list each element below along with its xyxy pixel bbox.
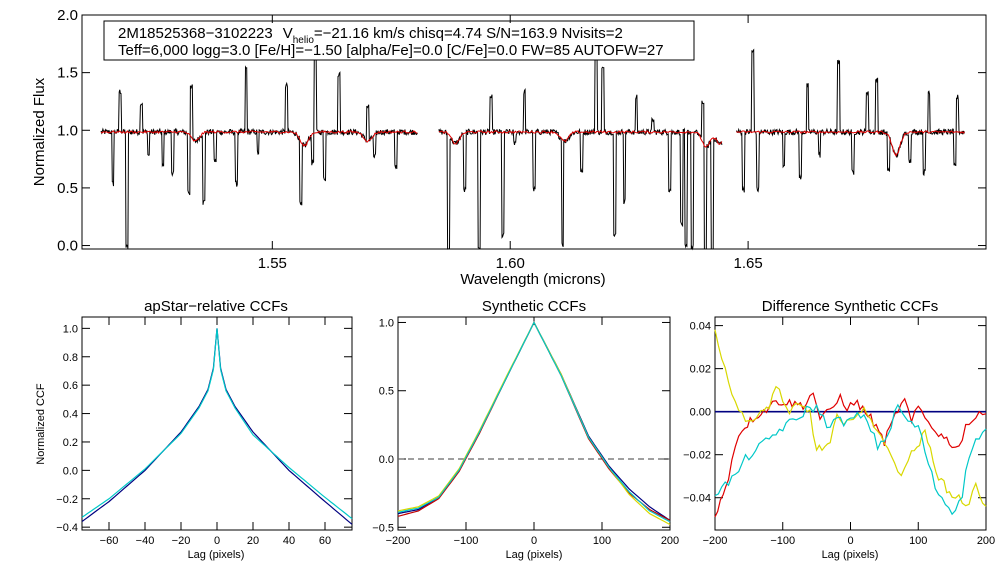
spectrum-annotation-box: 2M18525368−3102223 Vhelio=−21.16 km/s chi… (103, 20, 695, 61)
difference-ccf-ytick-label: 0.02 (690, 364, 711, 376)
annotation-velocity-subscript: helio (293, 35, 315, 46)
spectrum-ytick-label: 1.0 (57, 122, 78, 139)
difference-ccf-ytick-label: −0.04 (683, 493, 711, 505)
synthetic-ccf-series-visit-3 (397, 321, 671, 523)
difference-ccf-xtick-label: 100 (909, 535, 927, 547)
apstar-ccf-xtick-label: −40 (136, 535, 155, 547)
difference-ccf-xtick-label: −200 (703, 535, 728, 547)
difference-ccf-panel: Difference Synthetic CCFs Lag (pixels) −… (683, 298, 995, 561)
synthetic-ccf-ytick-label: 1.0 (379, 317, 394, 329)
spectrum-xlabel: Wavelength (microns) (460, 271, 605, 288)
annotation-line-1: 2M18525368−3102223 Vhelio=−21.16 km/s chi… (118, 25, 623, 46)
difference-ccf-ytick-label: 0.04 (690, 321, 711, 333)
difference-ccf-series-visit-3 (714, 403, 987, 516)
synthetic-ccf-xlabel: Lag (pixels) (506, 549, 563, 561)
spectrum-model-line (736, 130, 965, 157)
spectrum-xtick-label: 1.65 (734, 255, 763, 272)
difference-ccf-ytick-label: 0.00 (690, 407, 711, 419)
synthetic-ccf-xtick-label: 200 (661, 535, 679, 547)
apstar-ccf-ytick-label: −0.4 (56, 522, 78, 534)
apstar-ccf-ytick-label: −0.2 (56, 494, 78, 506)
apstar-ccf-xtick-label: 0 (214, 535, 220, 547)
difference-ccf-xlabel: Lag (pixels) (822, 549, 879, 561)
apstar-ccf-ytick-label: 0.0 (63, 465, 78, 477)
apstar-ccf-ylabel: Normalized CCF (35, 383, 47, 465)
spectrum-panel: Normalized Flux Wavelength (microns) 2M1… (31, 7, 987, 288)
synthetic-ccf-xtick-label: −100 (454, 535, 479, 547)
apstar-ccf-panel: apStar−relative CCFs Normalized CCF Lag … (35, 298, 353, 561)
spectrum-observed-line (736, 48, 966, 193)
difference-ccf-series-visit-2 (714, 329, 987, 507)
spectrum-ytick-label: 0.5 (57, 180, 78, 197)
synthetic-ccf-title: Synthetic CCFs (482, 298, 586, 315)
spectrum-ytick-label: 0.0 (57, 238, 78, 255)
apstar-ccf-xlabel: Lag (pixels) (188, 549, 245, 561)
spectrum-observed-line (438, 49, 723, 251)
spectrum-xtick-label: 1.55 (258, 255, 287, 272)
synthetic-ccf-xtick-label: 0 (531, 535, 537, 547)
apstar-ccf-ytick-label: 0.8 (63, 352, 78, 364)
annotation-box-frame (103, 20, 695, 61)
spectrum-ytick-label: 2.0 (57, 7, 78, 24)
synthetic-ccf-xtick-label: 100 (593, 535, 611, 547)
apstar-ccf-ytick-label: 1.0 (63, 323, 78, 335)
apstar-ccf-xtick-label: 40 (283, 535, 295, 547)
difference-ccf-ytick-label: −0.02 (683, 450, 711, 462)
synthetic-ccf-panel: Synthetic CCFs Lag (pixels) −200 −100 0 100… (372, 298, 679, 561)
synthetic-ccf-ytick-label: 0.0 (379, 454, 394, 466)
apstar-ccf-series-visit-1 (81, 328, 353, 525)
apstar-ccf-ytick-label: 0.6 (63, 380, 78, 392)
spectrum-ylabel: Normalized Flux (31, 77, 48, 186)
apstar-ccf-xtick-label: 20 (247, 535, 259, 547)
difference-ccf-xtick-label: −100 (770, 535, 795, 547)
annotation-velocity-rest: =−21.16 km/s chisq=4.74 S/N=163.9 Nvisit… (314, 25, 623, 42)
synthetic-ccf-xtick-label: −200 (386, 535, 411, 547)
spectrum-model-line (438, 130, 723, 148)
apstar-ccf-title: apStar−relative CCFs (144, 298, 288, 315)
apstar-ccf-ytick-label: 0.4 (63, 409, 78, 421)
apstar-ccf-frame (81, 316, 353, 531)
apstar-ccf-ytick-label: 0.2 (63, 437, 78, 449)
spectrum-observed-line (100, 49, 418, 249)
annotation-line-2: Teff=6,000 logg=3.0 [Fe/H]=−1.50 [alpha/… (118, 42, 664, 59)
synthetic-ccf-series-combined (397, 321, 671, 521)
difference-ccf-series-visit-1 (714, 392, 987, 518)
difference-ccf-xtick-label: 0 (847, 535, 853, 547)
spectrum-ytick-label: 1.5 (57, 65, 78, 82)
spectrum-model-line (100, 129, 418, 147)
annotation-velocity-symbol: V (283, 25, 293, 42)
apstar-ccf-xtick-label: −60 (100, 535, 119, 547)
difference-ccf-xtick-label: 200 (977, 535, 995, 547)
difference-ccf-frame (714, 316, 987, 531)
difference-ccf-title: Difference Synthetic CCFs (762, 298, 938, 315)
apstar-ccf-series-visit-2 (81, 328, 353, 520)
apstar-ccf-xtick-label: −20 (172, 535, 191, 547)
synthetic-ccf-ytick-label: −0.5 (372, 522, 394, 534)
apstar-ccf-xtick-label: 60 (319, 535, 331, 547)
annotation-star-id: 2M18525368−3102223 (118, 25, 273, 42)
synthetic-ccf-series-visit-2 (397, 321, 671, 526)
synthetic-ccf-series-visit-1 (397, 321, 671, 521)
synthetic-ccf-ytick-label: 0.5 (379, 386, 394, 398)
spectrum-xtick-label: 1.60 (496, 255, 525, 272)
spectrum-frame (81, 14, 987, 250)
